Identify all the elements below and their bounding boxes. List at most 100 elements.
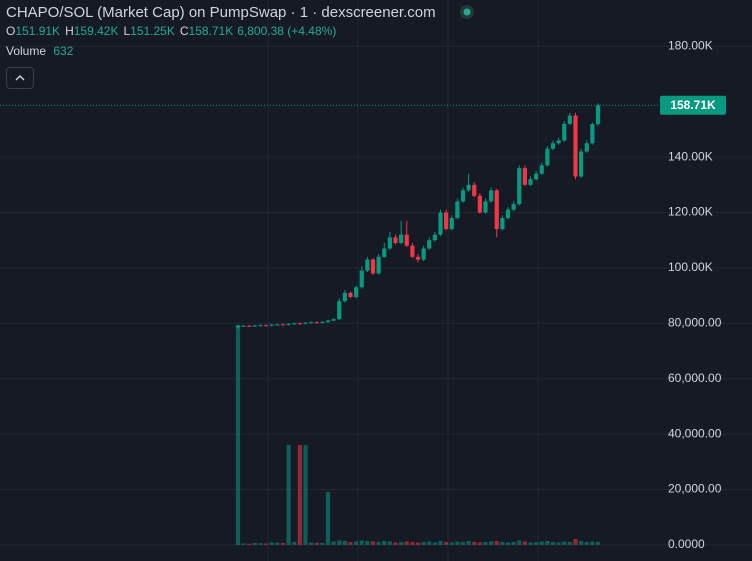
candle-body	[449, 218, 454, 230]
volume-bar	[410, 541, 415, 545]
ohlc-value: 159.42K	[73, 24, 119, 38]
candle-body	[573, 115, 578, 177]
ohlc-key: H	[65, 24, 74, 38]
candle-body	[455, 201, 460, 219]
candle-body	[337, 301, 342, 320]
volume-bars	[235, 324, 601, 545]
candle-body	[595, 105, 601, 125]
candle-body	[438, 212, 443, 235]
candle-body	[545, 148, 550, 166]
candle-body	[505, 209, 511, 219]
y-tick-label: 20,000.00	[668, 482, 722, 496]
candle-body	[477, 195, 482, 213]
candle-body	[415, 256, 421, 260]
volume-bar	[579, 540, 584, 545]
candle-body	[517, 168, 522, 205]
candle-body	[382, 248, 387, 257]
volume-bar	[573, 538, 578, 545]
y-tick-label: 60,000.00	[668, 371, 722, 385]
candle-body	[472, 184, 477, 196]
volume-bar	[421, 541, 426, 545]
candle-body	[303, 322, 308, 324]
grid	[0, 45, 752, 546]
candle-body	[241, 325, 246, 327]
volume-bar	[455, 541, 460, 545]
vertical-grid	[267, 0, 539, 561]
volume-bar	[275, 542, 280, 545]
ohlc-value: 158.71K	[188, 24, 234, 38]
volume-bar	[595, 541, 601, 545]
collapse-button[interactable]	[6, 67, 34, 89]
volume-bar	[511, 541, 516, 545]
candle-body	[275, 324, 280, 326]
ohlc-change: 6,800.38 (+4.48%)	[237, 24, 337, 38]
chevron-icon	[15, 75, 25, 81]
volume-bar	[342, 540, 347, 545]
y-tick-label: 0.0000	[668, 537, 705, 551]
volume-bar	[472, 541, 477, 545]
y-tick-label: 180.00K	[668, 38, 713, 52]
volume-bar	[258, 543, 263, 545]
volume-bar	[370, 541, 376, 545]
ohlc-value: 151.91K	[15, 24, 61, 38]
candle-body	[539, 165, 544, 174]
volume-bar	[314, 542, 319, 545]
volume-bar	[528, 542, 533, 545]
candle-body	[550, 143, 556, 149]
volume-bar	[252, 542, 257, 545]
volume-value: 632	[53, 44, 74, 58]
volume-bar	[562, 541, 567, 545]
volume-bar	[494, 540, 499, 545]
volume-bar	[505, 542, 511, 545]
candle-body	[264, 325, 269, 327]
volume-bar	[325, 491, 331, 545]
ohlc-key: O	[6, 24, 16, 38]
chevron	[15, 75, 25, 81]
candle-body	[444, 212, 449, 230]
candle-body	[534, 173, 539, 180]
price-axis: 0.0000 20,000.00 40,000.00 60,000.00 80,000.…	[0, 38, 726, 551]
y-tick-label: 140.00K	[668, 149, 713, 163]
y-tick-label: 120.00K	[668, 205, 713, 219]
candle-body	[370, 259, 376, 274]
volume-bar	[235, 324, 241, 545]
candle-body	[342, 292, 347, 302]
volume-bar	[365, 540, 370, 545]
candle-body	[314, 322, 319, 324]
volume-bar	[331, 541, 336, 545]
last-price-label: 158.71K	[670, 98, 716, 112]
volume-legend: Volume 632	[6, 44, 73, 58]
candles	[235, 103, 601, 329]
volume-bar	[309, 542, 314, 545]
candle-body	[410, 245, 415, 257]
last-price-badge	[660, 95, 726, 115]
candle-body	[331, 319, 336, 321]
volume-bar	[359, 540, 364, 545]
candle-body	[309, 322, 314, 324]
candle-body	[522, 168, 527, 185]
volume-bar	[460, 541, 466, 545]
volume-bar	[292, 541, 297, 545]
volume-bar	[550, 541, 556, 545]
volume-bar	[264, 543, 269, 545]
volume-bar	[269, 542, 274, 545]
volume-bar	[466, 540, 471, 545]
volume-bar	[415, 542, 421, 545]
volume-bar	[286, 444, 291, 545]
candle-body	[247, 325, 252, 327]
candle-body	[404, 234, 409, 246]
volume-bar	[489, 541, 494, 545]
volume-bar	[432, 542, 437, 545]
volume-bar	[376, 541, 381, 545]
volume-bar	[449, 542, 454, 545]
candle-body	[567, 115, 572, 124]
candle-body	[466, 184, 471, 191]
chart-title: CHAPO/SOL (Market Cap) on PumpSwap · 1 ·…	[6, 4, 436, 21]
candle-body	[590, 124, 595, 144]
volume-bar	[337, 540, 342, 545]
ohlc-key: L	[123, 24, 131, 38]
volume-bar	[556, 542, 561, 545]
volume-bar	[354, 541, 359, 545]
volume-bar	[427, 541, 432, 545]
